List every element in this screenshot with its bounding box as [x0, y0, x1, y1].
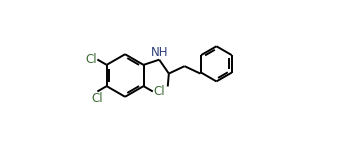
Text: Cl: Cl — [91, 92, 103, 105]
Text: NH: NH — [151, 46, 168, 59]
Text: Cl: Cl — [153, 85, 165, 98]
Text: Cl: Cl — [85, 53, 97, 66]
